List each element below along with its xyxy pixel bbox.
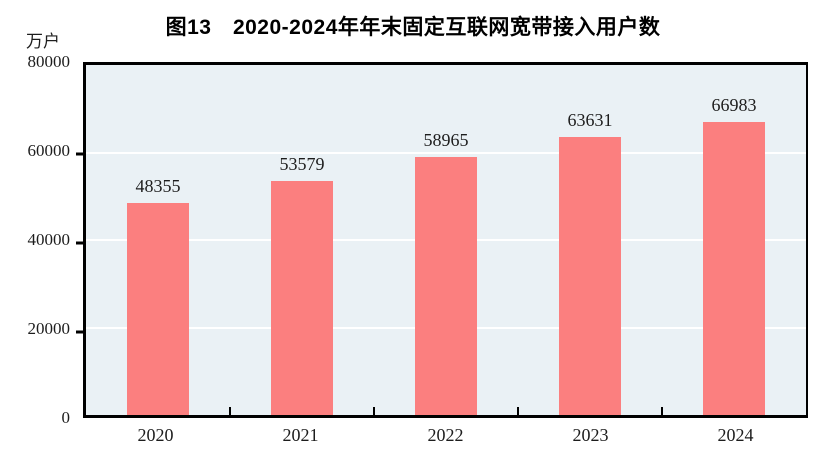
x-boundary-tick bbox=[229, 407, 231, 415]
x-boundary-tick bbox=[373, 407, 375, 415]
y-tick-label: 20000 bbox=[27, 319, 71, 338]
y-tick-label: 80000 bbox=[27, 52, 71, 71]
bar-value-label: 58965 bbox=[423, 130, 469, 151]
x-axis: 2020 2021 2022 2023 2024 bbox=[83, 425, 808, 449]
bar-value-label: 53579 bbox=[279, 153, 325, 174]
bar-value-label: 66983 bbox=[711, 94, 757, 115]
bar-2022 bbox=[415, 157, 477, 415]
gridline bbox=[86, 151, 806, 154]
y-tick-label: 40000 bbox=[27, 230, 71, 249]
y-axis-unit-label: 万户 bbox=[26, 32, 60, 51]
plot-area: 48355 53579 58965 63631 66983 bbox=[83, 62, 808, 418]
bar-2024 bbox=[703, 121, 765, 415]
y-tick-mark bbox=[76, 152, 83, 156]
x-tick-label: 2020 bbox=[137, 425, 174, 445]
y-axis: 0 20000 40000 60000 80000 bbox=[0, 52, 71, 427]
x-tick-label: 2024 bbox=[717, 425, 754, 445]
x-tick-label: 2022 bbox=[427, 425, 464, 445]
bar-value-label: 48355 bbox=[135, 176, 181, 197]
y-tick-mark bbox=[76, 241, 83, 245]
x-boundary-tick bbox=[517, 407, 519, 415]
bar-value-label: 63631 bbox=[567, 109, 613, 130]
y-tick-label: 0 bbox=[61, 408, 71, 427]
bar-2020 bbox=[127, 203, 189, 415]
x-tick-label: 2021 bbox=[282, 425, 319, 445]
bar-2021 bbox=[271, 180, 333, 415]
y-tick-label: 60000 bbox=[27, 141, 71, 160]
bar-2023 bbox=[559, 136, 621, 415]
x-boundary-tick bbox=[661, 407, 663, 415]
chart-title: 图13 2020-2024年年末固定互联网宽带接入用户数 bbox=[165, 16, 661, 39]
x-tick-label: 2023 bbox=[572, 425, 609, 445]
y-tick-mark bbox=[76, 330, 83, 334]
